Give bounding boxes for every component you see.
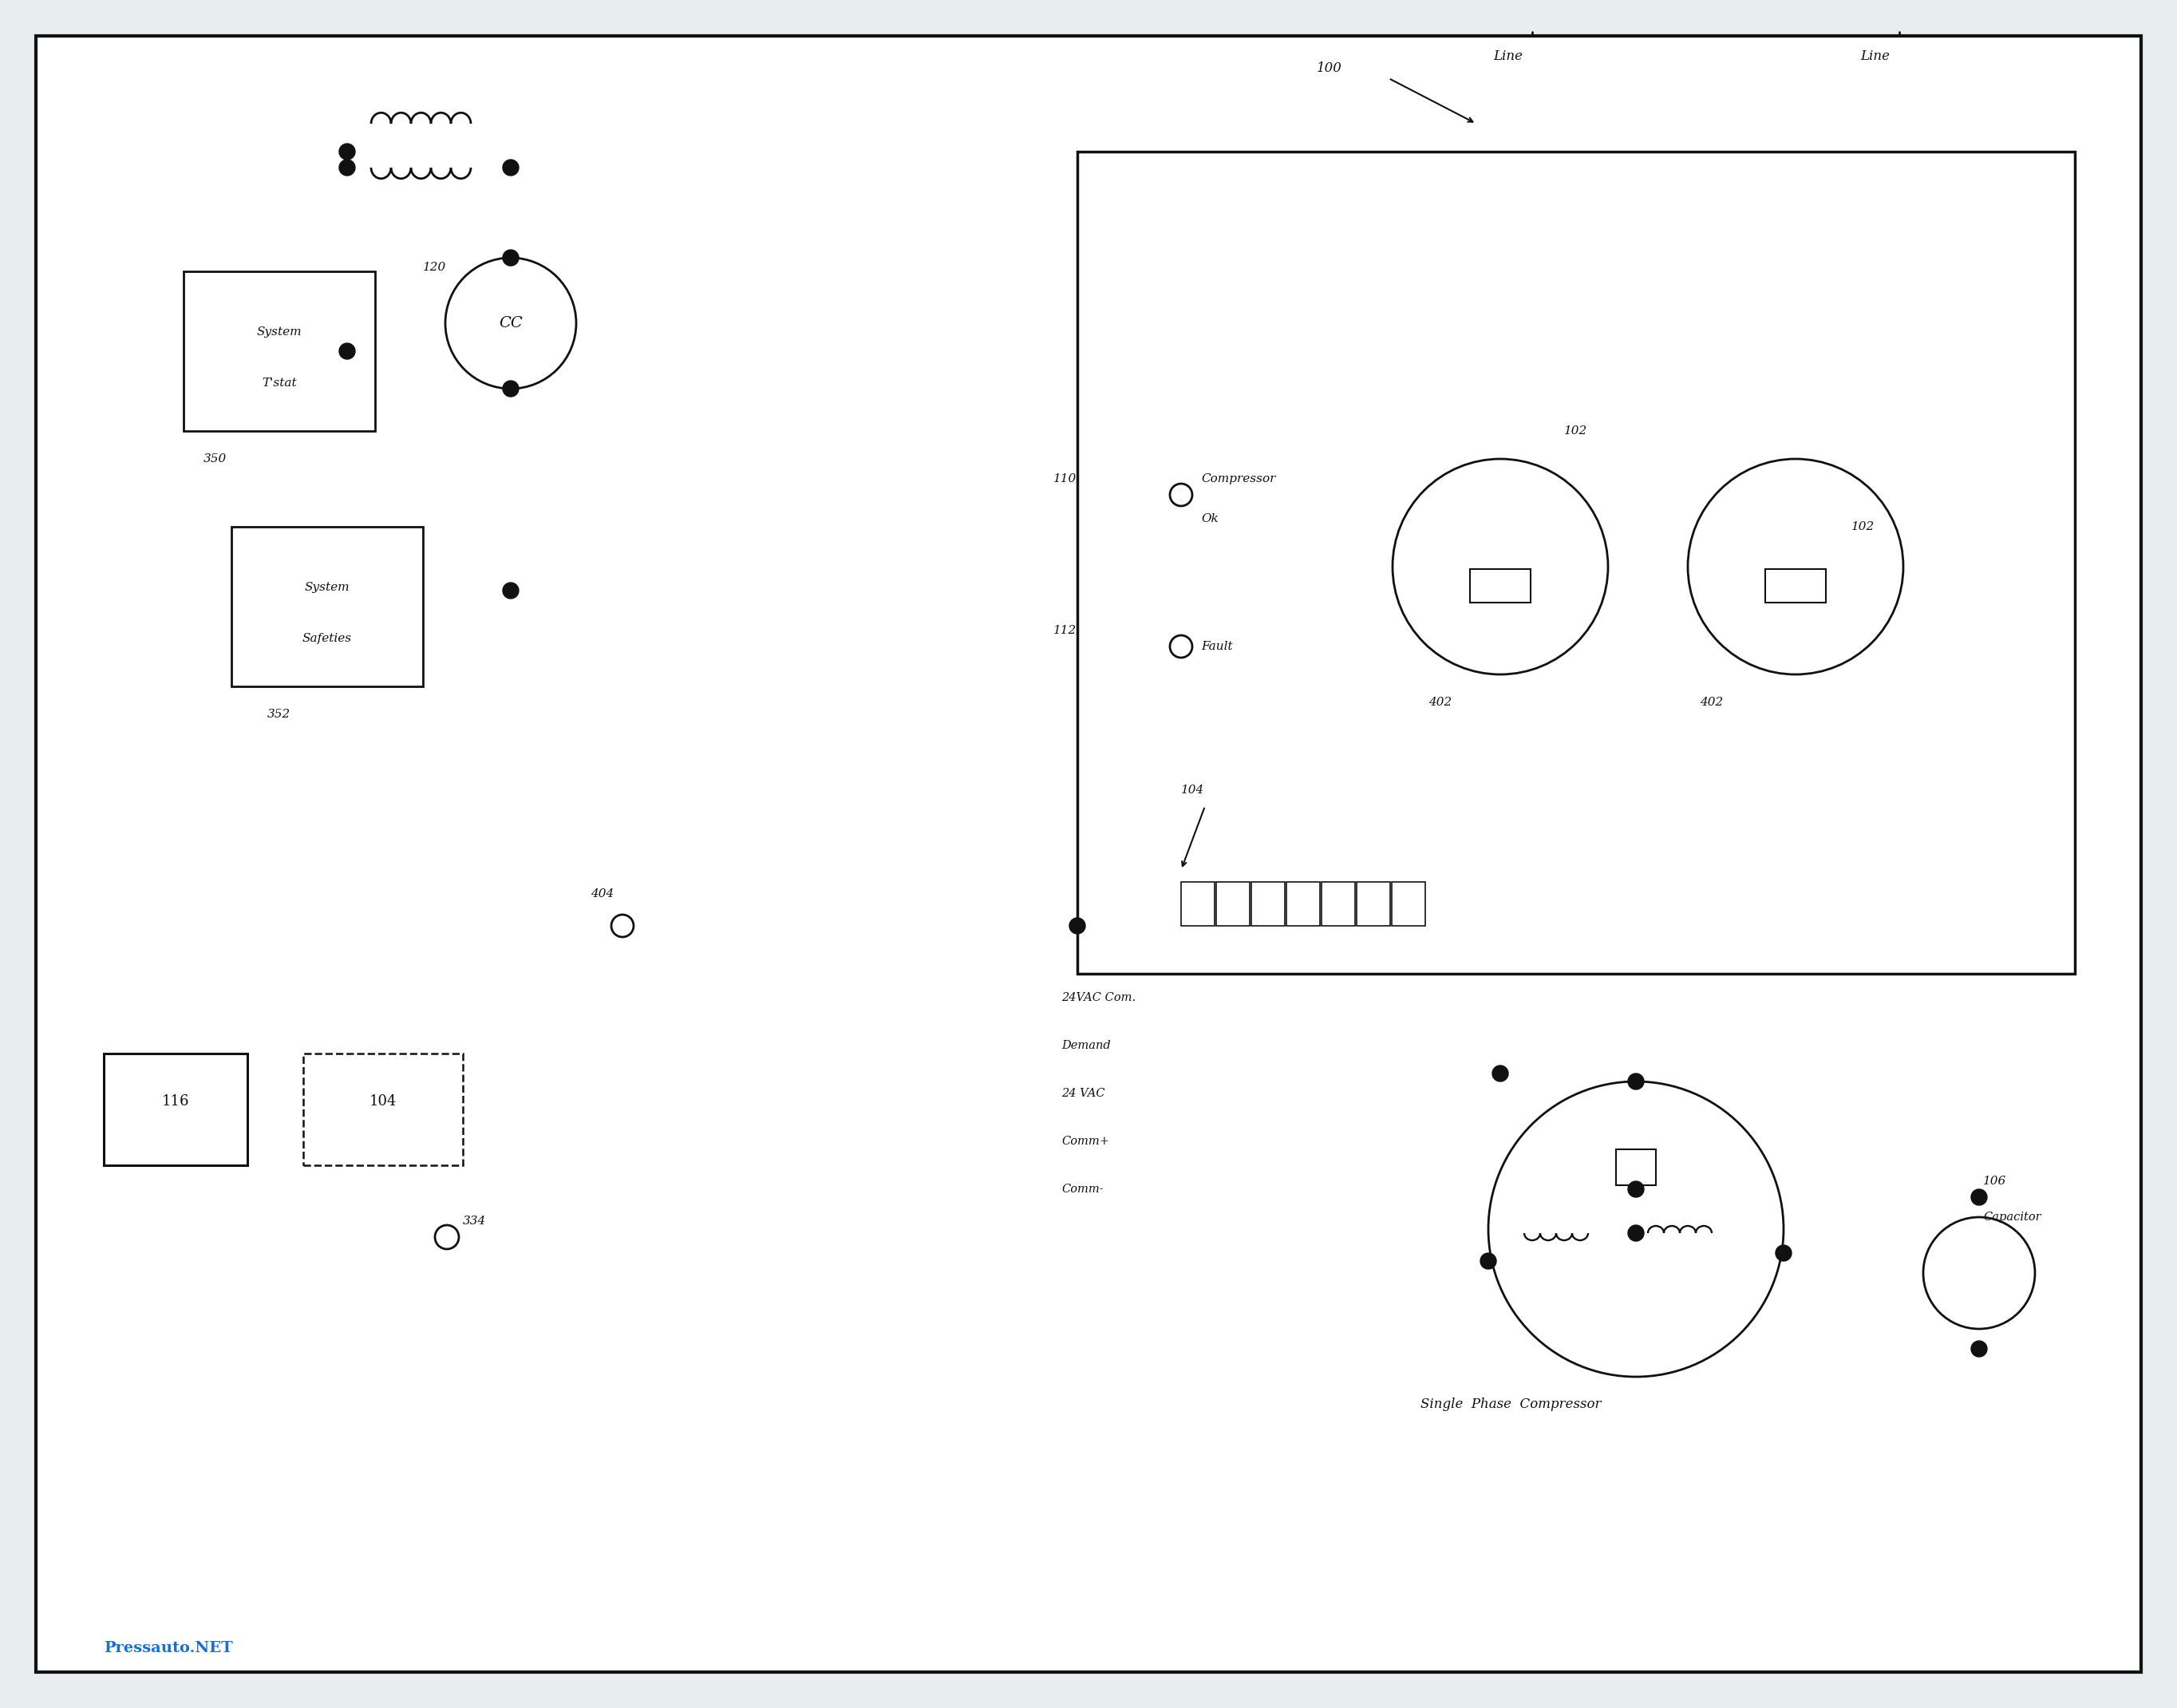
FancyBboxPatch shape — [1356, 881, 1391, 926]
Circle shape — [340, 159, 355, 176]
Circle shape — [1069, 917, 1086, 934]
FancyBboxPatch shape — [1182, 881, 1215, 926]
Circle shape — [1922, 1218, 2035, 1329]
Text: Comm+: Comm+ — [1062, 1136, 1110, 1146]
Text: Fault: Fault — [1202, 640, 1232, 652]
FancyBboxPatch shape — [1321, 881, 1354, 926]
Circle shape — [1628, 1074, 1644, 1090]
Text: Line: Line — [1861, 50, 1890, 63]
Text: 102: 102 — [1850, 521, 1874, 533]
Circle shape — [1480, 1254, 1496, 1269]
FancyBboxPatch shape — [1252, 881, 1284, 926]
FancyBboxPatch shape — [1217, 881, 1250, 926]
Text: 352: 352 — [268, 709, 292, 719]
Text: 116: 116 — [161, 1095, 189, 1108]
Text: 110: 110 — [1054, 473, 1078, 485]
Circle shape — [612, 915, 634, 938]
FancyBboxPatch shape — [1287, 881, 1319, 926]
Text: T'stat: T'stat — [261, 377, 296, 389]
FancyBboxPatch shape — [183, 272, 374, 430]
FancyBboxPatch shape — [1391, 881, 1426, 926]
Text: 402: 402 — [1428, 697, 1452, 707]
Circle shape — [1169, 635, 1193, 658]
Circle shape — [1687, 459, 1903, 675]
Text: 24 VAC: 24 VAC — [1062, 1088, 1106, 1098]
Text: 106: 106 — [1983, 1175, 2007, 1187]
Circle shape — [1628, 1225, 1644, 1242]
Circle shape — [1491, 1066, 1509, 1081]
Text: Demand: Demand — [1062, 1040, 1110, 1050]
Text: 102: 102 — [1563, 425, 1587, 437]
Circle shape — [1628, 1182, 1644, 1197]
Text: 350: 350 — [202, 453, 226, 465]
FancyBboxPatch shape — [35, 36, 2142, 1672]
FancyBboxPatch shape — [1469, 569, 1530, 603]
FancyBboxPatch shape — [1078, 152, 2075, 974]
Text: CC: CC — [499, 316, 522, 330]
Circle shape — [1776, 1245, 1792, 1261]
Circle shape — [446, 258, 577, 389]
FancyBboxPatch shape — [231, 526, 422, 687]
Circle shape — [1970, 1341, 1988, 1356]
Circle shape — [503, 249, 518, 266]
Text: 100: 100 — [1317, 61, 1343, 75]
Circle shape — [435, 1225, 459, 1249]
Text: 112: 112 — [1054, 625, 1078, 635]
Circle shape — [503, 381, 518, 396]
Circle shape — [1970, 1189, 1988, 1206]
Text: 120: 120 — [422, 261, 446, 273]
Circle shape — [1489, 1081, 1783, 1377]
Circle shape — [340, 343, 355, 359]
Circle shape — [503, 582, 518, 598]
Text: Comm-: Comm- — [1062, 1184, 1104, 1196]
Text: Compressor: Compressor — [1202, 473, 1276, 485]
FancyBboxPatch shape — [1615, 1149, 1657, 1185]
Circle shape — [1393, 459, 1609, 675]
FancyBboxPatch shape — [303, 1054, 464, 1165]
Text: System: System — [305, 582, 350, 593]
FancyBboxPatch shape — [104, 1054, 248, 1165]
Text: Line: Line — [1493, 50, 1524, 63]
Text: 404: 404 — [590, 888, 614, 900]
Text: 24VAC Com.: 24VAC Com. — [1062, 992, 1136, 1003]
Text: Ok: Ok — [1202, 512, 1219, 524]
Circle shape — [340, 143, 355, 159]
Text: 104: 104 — [1182, 784, 1204, 796]
Text: System: System — [257, 326, 303, 338]
FancyBboxPatch shape — [1766, 569, 1827, 603]
Text: Pressauto.NET: Pressauto.NET — [104, 1641, 233, 1655]
Text: 402: 402 — [1700, 697, 1724, 707]
Text: Safeties: Safeties — [303, 634, 353, 644]
Text: 104: 104 — [370, 1095, 396, 1108]
Text: Capacitor: Capacitor — [1983, 1211, 2042, 1223]
Text: Single  Phase  Compressor: Single Phase Compressor — [1419, 1397, 1602, 1411]
Circle shape — [503, 159, 518, 176]
Text: 334: 334 — [464, 1216, 485, 1226]
Circle shape — [1169, 483, 1193, 506]
